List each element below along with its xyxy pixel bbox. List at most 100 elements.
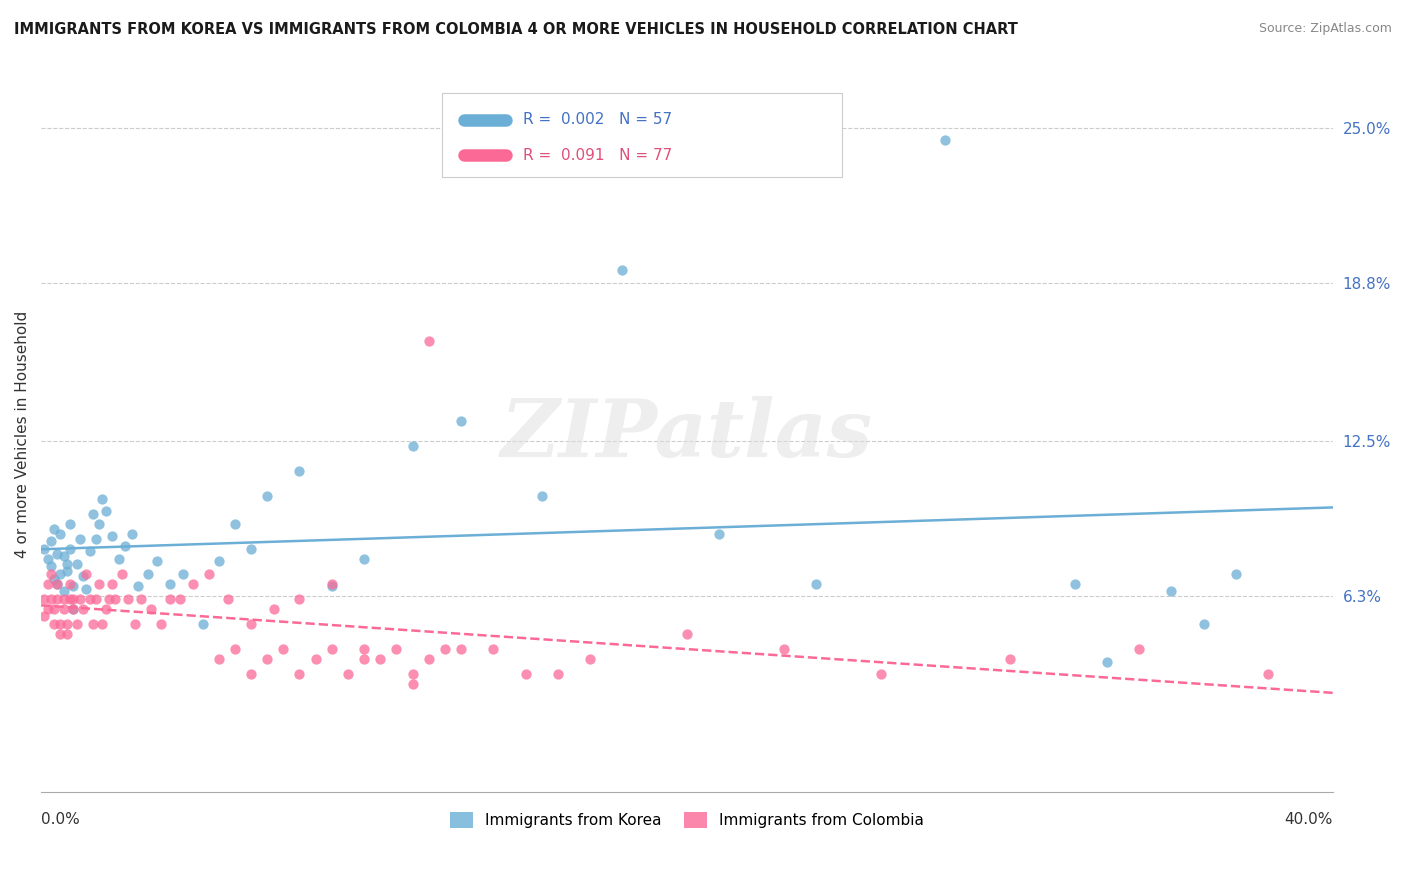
- Point: [56, 617, 79, 632]
- Point: [353, 652, 375, 666]
- Text: IMMIGRANTS FROM KOREA VS IMMIGRANTS FROM COLOMBIA 4 OR MORE VEHICLES IN HOUSEHOL: IMMIGRANTS FROM KOREA VS IMMIGRANTS FROM…: [14, 22, 1018, 37]
- Point: [75, 582, 97, 596]
- FancyBboxPatch shape: [441, 93, 842, 178]
- Point: [208, 554, 231, 568]
- Point: [42, 522, 65, 536]
- Text: R =  0.002   N = 57: R = 0.002 N = 57: [523, 112, 672, 127]
- Point: [94, 504, 117, 518]
- Point: [82, 617, 104, 632]
- Point: [69, 591, 91, 606]
- Point: [42, 617, 65, 632]
- Point: [127, 579, 149, 593]
- Point: [104, 591, 127, 606]
- Point: [39, 559, 62, 574]
- Point: [401, 439, 423, 453]
- Point: [530, 489, 553, 503]
- Point: [353, 551, 375, 566]
- Point: [159, 577, 181, 591]
- Point: [321, 577, 343, 591]
- Point: [59, 541, 82, 556]
- Point: [368, 652, 391, 666]
- Point: [59, 577, 82, 591]
- Point: [129, 591, 152, 606]
- Point: [42, 572, 65, 586]
- Point: [547, 667, 569, 681]
- Point: [676, 627, 699, 641]
- Point: [1225, 566, 1247, 581]
- Point: [39, 566, 62, 581]
- Point: [1160, 584, 1182, 599]
- Point: [52, 591, 75, 606]
- Point: [59, 591, 82, 606]
- Text: 0.0%: 0.0%: [41, 812, 80, 827]
- Point: [208, 652, 231, 666]
- Point: [217, 591, 239, 606]
- Point: [39, 534, 62, 549]
- Text: Source: ZipAtlas.com: Source: ZipAtlas.com: [1258, 22, 1392, 36]
- Point: [146, 554, 169, 568]
- Point: [149, 617, 172, 632]
- Point: [49, 526, 72, 541]
- Point: [401, 667, 423, 681]
- Point: [263, 602, 285, 616]
- Point: [224, 642, 246, 657]
- Point: [172, 566, 194, 581]
- Point: [385, 642, 408, 657]
- Point: [139, 602, 162, 616]
- Point: [806, 577, 828, 591]
- Point: [37, 577, 59, 591]
- Point: [433, 642, 456, 657]
- Point: [1063, 577, 1085, 591]
- Point: [579, 652, 602, 666]
- Point: [107, 551, 129, 566]
- Point: [934, 133, 956, 147]
- Point: [37, 551, 59, 566]
- Point: [89, 577, 111, 591]
- Point: [62, 602, 84, 616]
- Point: [37, 602, 59, 616]
- Point: [240, 667, 263, 681]
- Point: [288, 464, 311, 478]
- Point: [101, 529, 124, 543]
- Point: [62, 579, 84, 593]
- Point: [1128, 642, 1150, 657]
- Point: [84, 532, 107, 546]
- Point: [198, 566, 221, 581]
- Point: [869, 667, 891, 681]
- Point: [46, 577, 69, 591]
- Point: [42, 602, 65, 616]
- Point: [1095, 655, 1118, 669]
- Point: [97, 591, 120, 606]
- Point: [34, 609, 56, 624]
- Point: [773, 642, 796, 657]
- Point: [89, 516, 111, 531]
- Point: [69, 532, 91, 546]
- Point: [321, 642, 343, 657]
- Point: [336, 667, 359, 681]
- Legend: Immigrants from Korea, Immigrants from Colombia: Immigrants from Korea, Immigrants from C…: [444, 806, 931, 834]
- Point: [46, 577, 69, 591]
- Point: [94, 602, 117, 616]
- Point: [49, 617, 72, 632]
- Point: [288, 667, 311, 681]
- Point: [353, 642, 375, 657]
- Point: [1257, 667, 1279, 681]
- Point: [52, 549, 75, 564]
- Point: [256, 652, 278, 666]
- Text: R =  0.091   N = 77: R = 0.091 N = 77: [523, 148, 672, 163]
- Point: [136, 566, 159, 581]
- Point: [450, 414, 472, 428]
- Point: [998, 652, 1021, 666]
- Text: ZIPatlas: ZIPatlas: [501, 396, 873, 474]
- Point: [124, 617, 146, 632]
- Point: [52, 584, 75, 599]
- Point: [79, 544, 101, 558]
- Point: [84, 591, 107, 606]
- Point: [34, 591, 56, 606]
- Point: [66, 617, 89, 632]
- Point: [181, 577, 204, 591]
- Point: [82, 507, 104, 521]
- Point: [240, 541, 263, 556]
- Point: [450, 642, 472, 657]
- Point: [101, 577, 124, 591]
